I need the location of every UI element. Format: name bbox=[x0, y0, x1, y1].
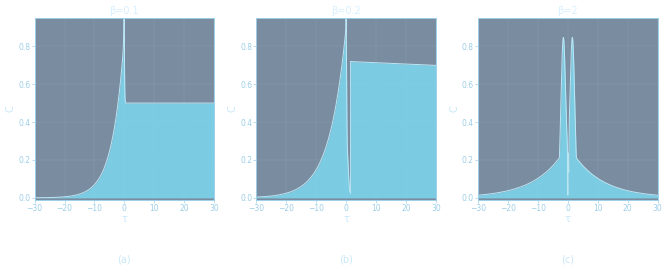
Title: β=0.2: β=0.2 bbox=[331, 6, 361, 16]
Text: (b): (b) bbox=[339, 254, 353, 264]
Y-axis label: C: C bbox=[5, 105, 15, 112]
Y-axis label: C: C bbox=[449, 105, 459, 112]
X-axis label: τ: τ bbox=[122, 214, 128, 224]
Y-axis label: C: C bbox=[227, 105, 237, 112]
Title: β=2: β=2 bbox=[558, 6, 578, 16]
Title: β=0.1: β=0.1 bbox=[110, 6, 139, 16]
Text: (a): (a) bbox=[118, 254, 131, 264]
X-axis label: τ: τ bbox=[565, 214, 570, 224]
X-axis label: τ: τ bbox=[343, 214, 349, 224]
Text: (c): (c) bbox=[561, 254, 574, 264]
